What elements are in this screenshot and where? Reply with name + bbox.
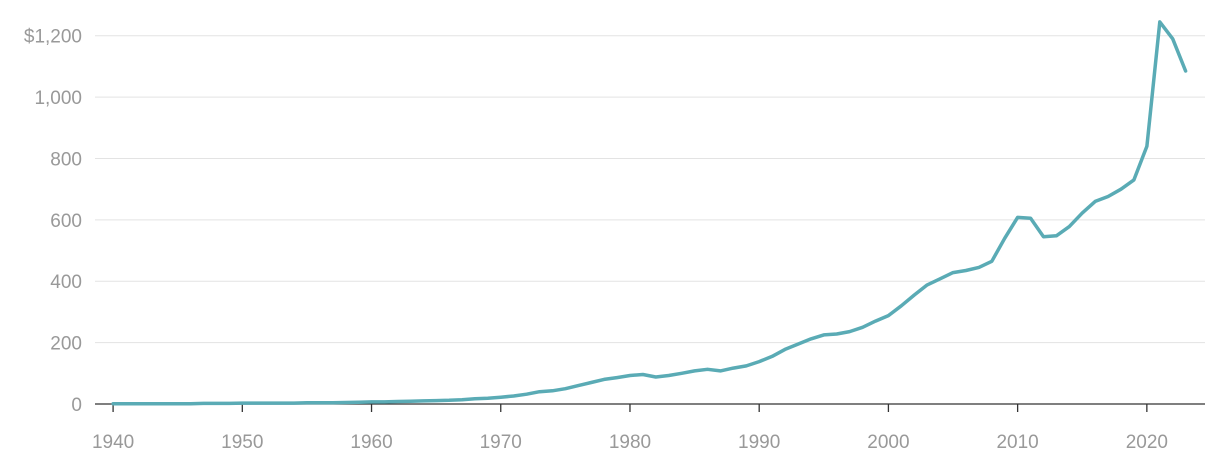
y-tick-label: 600 — [50, 211, 82, 232]
y-tick-label: $1,200 — [24, 27, 82, 48]
y-tick-label: 400 — [50, 272, 82, 293]
x-tick-label: 1990 — [738, 432, 780, 453]
x-tick-label: 2010 — [996, 432, 1038, 453]
y-tick-label: 0 — [71, 395, 82, 416]
x-tick-label: 1980 — [609, 432, 651, 453]
y-tick-label: 800 — [50, 149, 82, 170]
y-tick-label: 1,000 — [34, 88, 82, 109]
x-tick-label: 1970 — [480, 432, 522, 453]
x-tick-label: 1960 — [350, 432, 392, 453]
x-tick-label: 2020 — [1126, 432, 1168, 453]
x-tick-label: 1950 — [221, 432, 263, 453]
x-tick-label: 1940 — [92, 432, 134, 453]
x-tick-label: 2000 — [867, 432, 909, 453]
y-tick-label: 200 — [50, 334, 82, 355]
line-series — [111, 20, 1188, 406]
